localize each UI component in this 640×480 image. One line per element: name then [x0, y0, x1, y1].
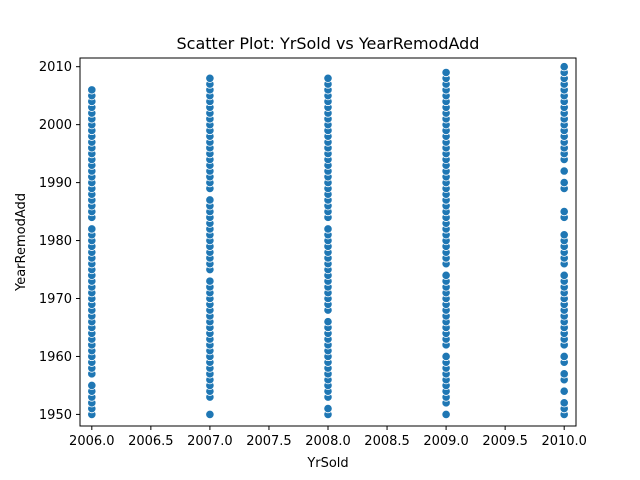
- y-tick-label: 2010: [39, 60, 72, 75]
- x-tick-label: 2006.5: [128, 434, 174, 449]
- data-point: [205, 409, 215, 420]
- data-point: [559, 270, 569, 280]
- data-point: [87, 380, 97, 391]
- chart-title: Scatter Plot: YrSold vs YearRemodAdd: [177, 34, 480, 53]
- y-axis-label: YearRemodAdd: [14, 193, 29, 292]
- x-tick-label: 2009.0: [423, 434, 469, 449]
- data-point: [559, 369, 569, 379]
- x-axis-label: YrSold: [306, 456, 348, 471]
- data-point: [441, 409, 451, 420]
- data-point: [559, 62, 569, 72]
- x-tick-label: 2009.5: [482, 434, 528, 449]
- data-point: [87, 85, 97, 95]
- data-point: [559, 178, 569, 188]
- data-point: [205, 276, 215, 286]
- data-point: [323, 404, 333, 414]
- data-point: [205, 73, 215, 83]
- y-tick-label: 1970: [39, 292, 72, 307]
- data-point: [441, 270, 451, 280]
- data-point: [441, 67, 451, 78]
- points-layer: [87, 62, 569, 420]
- data-point: [441, 351, 451, 362]
- y-tick-label: 1950: [39, 408, 72, 423]
- y-tick-label: 2000: [39, 118, 72, 133]
- data-point: [559, 398, 569, 408]
- y-tick-label: 1990: [39, 176, 72, 191]
- x-axis-ticks: 2006.0 2006.5 2007.0 2007.5 2008.0 2008.5 2009…: [69, 426, 587, 449]
- x-tick-label: 2006.0: [69, 434, 115, 449]
- data-point: [323, 317, 333, 327]
- x-tick-label: 2010.0: [541, 434, 587, 449]
- data-point: [559, 351, 569, 362]
- x-tick-label: 2007.5: [246, 434, 292, 449]
- y-tick-label: 1960: [39, 350, 72, 365]
- plot-area: 2006.0 2006.5 2007.0 2007.5 2008.0 2008.5 2009…: [39, 57, 587, 449]
- data-point: [323, 73, 333, 83]
- x-tick-label: 2007.0: [187, 434, 233, 449]
- data-point: [559, 230, 569, 240]
- data-point: [559, 166, 569, 176]
- y-tick-label: 1980: [39, 234, 72, 249]
- data-point: [87, 224, 97, 234]
- y-axis-ticks: 1950 1960 1970 1980 1990 2000 2010: [39, 60, 80, 423]
- x-tick-label: 2008.0: [305, 434, 351, 449]
- data-point: [559, 386, 569, 396]
- data-point: [323, 224, 333, 234]
- data-point: [205, 195, 215, 205]
- x-tick-label: 2008.5: [364, 434, 410, 449]
- data-point: [559, 206, 569, 217]
